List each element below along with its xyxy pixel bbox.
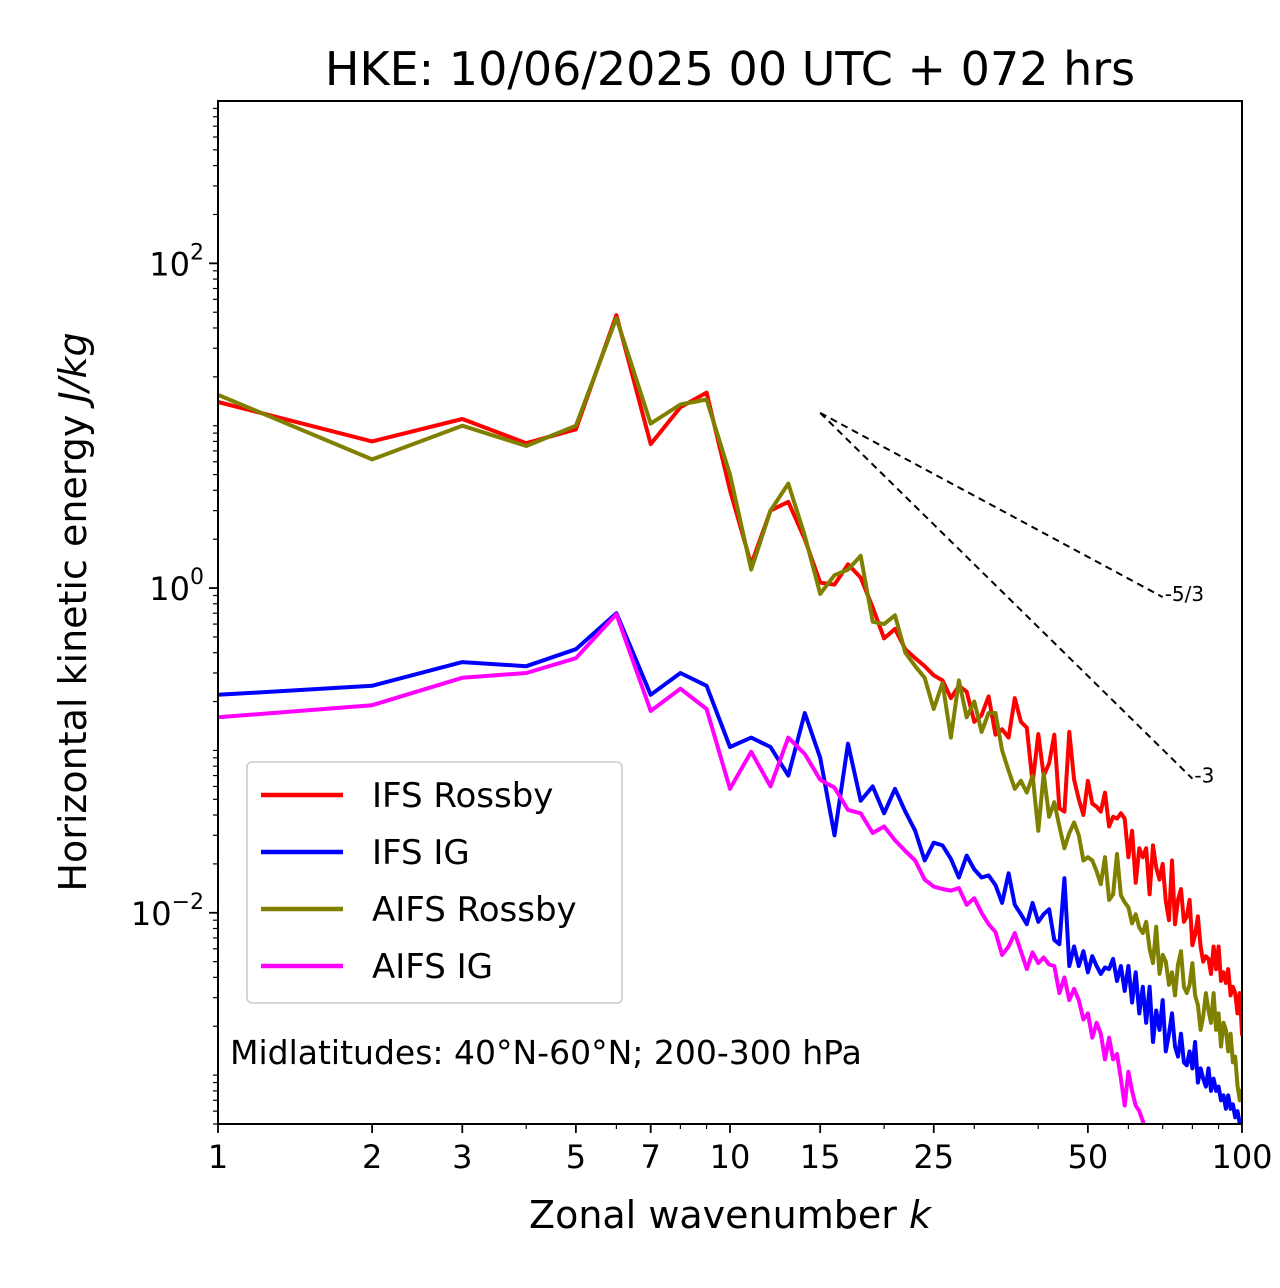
chart-title: HKE: 10/06/2025 00 UTC + 072 hrs [325,42,1135,96]
x-tick-label: 7 [641,1138,661,1176]
x-axis-label: Zonal wavenumber k [529,1193,933,1237]
legend-label: AIFS IG [372,947,493,987]
series-aifs-ig [218,612,1146,1124]
x-tick-labels: 1 2 3 5 7 10 15 25 50 100 [208,1138,1273,1176]
legend-label: IFS Rossby [372,776,553,816]
x-tick-label: 100 [1211,1138,1272,1176]
y-tick-label: 102 [149,240,204,283]
x-tick-label: 50 [1068,1138,1109,1176]
x-tick-label: 3 [452,1138,472,1176]
series-layer [218,313,1242,1124]
plot-area: -5/3 -3 [209,100,1243,1133]
x-tick-label: 25 [913,1138,954,1176]
region-annotation: Midlatitudes: 40°N-60°N; 200-300 hPa [230,1033,862,1072]
series-ifs-ig [218,611,1242,1124]
y-tick-label: 100 [149,565,204,608]
legend: IFS Rossby IFS IG AIFS Rossby AIFS IG [246,761,623,1004]
reference-lines: -5/3 -3 [819,411,1214,788]
series-aifs-rossby [218,316,1242,1103]
series-ifs-rossby [218,313,1242,1036]
y-axis-label: Horizontal kinetic energy J/kg [51,332,95,891]
y-tick-labels: 102 100 10−2 [131,240,204,932]
x-tick-label: 2 [362,1138,382,1176]
legend-label: AIFS Rossby [372,890,577,930]
legend-box [246,761,623,1004]
reference-line-label: -3 [1194,764,1214,788]
x-tick-label: 15 [800,1138,841,1176]
x-tick-label: 5 [566,1138,586,1176]
reference-line-label: -5/3 [1165,582,1204,606]
x-tick-label: 1 [208,1138,228,1176]
plot-frame [217,100,1243,1125]
legend-label: IFS IG [372,833,470,873]
major-ticks [209,262,1243,1133]
reference-line [819,412,1194,780]
y-tick-label: 10−2 [131,890,204,933]
reference-line [819,411,1164,598]
x-tick-label: 10 [710,1138,751,1176]
